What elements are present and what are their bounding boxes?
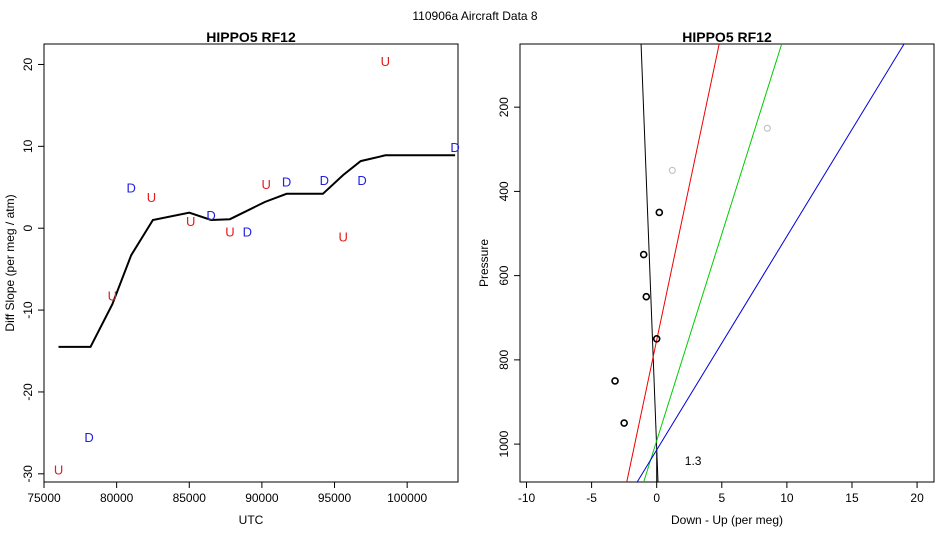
- right-black-point: [655, 208, 664, 217]
- left-y-tick-label: -30: [21, 465, 35, 483]
- left-point-down: D: [320, 173, 329, 188]
- left-y-tick-label: -10: [21, 301, 35, 319]
- left-point-down: D: [282, 175, 291, 190]
- left-x-tick-label: 95000: [318, 491, 352, 505]
- left-point-down: D: [243, 224, 252, 239]
- left-y-tick-label: 10: [21, 139, 35, 153]
- right-plot-area: [611, 44, 905, 482]
- left-point-up: U: [186, 214, 195, 229]
- right-black-point: [642, 292, 651, 301]
- right-green-fit-line: [643, 44, 783, 482]
- right-gray-point: [763, 124, 771, 132]
- left-point-up: U: [54, 463, 63, 478]
- left-y-tick-label: 20: [21, 57, 35, 71]
- right-y-tick-label: 1000: [497, 430, 511, 457]
- right-x-tick-label: 15: [845, 491, 859, 505]
- right-gray-point: [668, 166, 676, 174]
- left-series-line: [58, 154, 456, 348]
- left-y-ticks: -30 -20 -10 0 10 20: [21, 57, 44, 482]
- left-point-up: U: [381, 54, 390, 69]
- right-x-tick-label: -10: [518, 491, 536, 505]
- left-point-up: U: [262, 177, 271, 192]
- right-lines-group: [626, 44, 905, 482]
- right-x-axis-label: Down - Up (per meg): [671, 513, 783, 527]
- right-blue-fit-line: [636, 44, 905, 482]
- right-points-group: [611, 124, 771, 427]
- left-point-up: U: [339, 229, 348, 244]
- left-point-up: U: [147, 190, 156, 205]
- left-point-down: D: [126, 180, 135, 195]
- left-point-up: U: [225, 224, 234, 239]
- right-red-fit-line: [626, 44, 720, 482]
- right-x-tick-label: -5: [586, 491, 597, 505]
- right-black-point: [652, 335, 661, 343]
- figure-suptitle: 110906a Aircraft Data 8: [412, 9, 538, 23]
- right-plot-frame: [519, 43, 935, 483]
- left-y-tick-label: -20: [21, 383, 35, 401]
- right-y-axis-label: Pressure: [477, 239, 491, 287]
- left-x-axis-label: UTC: [239, 513, 264, 527]
- left-x-tick-label: 85000: [173, 491, 207, 505]
- left-line-group: [58, 154, 456, 348]
- right-black-point: [620, 419, 628, 427]
- right-annotation: 1.3: [685, 454, 702, 468]
- right-y-ticks: 200 400 600 800 1000: [497, 97, 520, 457]
- right-panel-title: HIPPO5 RF12: [682, 29, 772, 45]
- left-point-down: D: [450, 140, 459, 155]
- right-black-point: [639, 250, 648, 259]
- left-x-ticks: 75000 80000 85000 90000 95000 100000: [27, 482, 428, 505]
- left-x-tick-label: 80000: [100, 491, 134, 505]
- right-y-tick-label: 400: [497, 181, 511, 201]
- right-panel: HIPPO5 RF12 Down - Up (per meg) Pressure…: [477, 29, 935, 527]
- right-x-tick-label: 5: [718, 491, 725, 505]
- left-point-down: D: [84, 430, 93, 445]
- right-y-tick-label: 600: [497, 265, 511, 285]
- left-point-down: D: [206, 208, 215, 223]
- left-panel-title: HIPPO5 RF12: [206, 29, 296, 45]
- right-x-ticks: -10 -5 0 5 10 15 20: [518, 482, 924, 505]
- left-x-tick-label: 75000: [27, 491, 61, 505]
- right-x-tick-label: 0: [653, 491, 660, 505]
- right-black-point: [611, 377, 619, 385]
- left-point-up: U: [108, 288, 117, 303]
- left-point-down: D: [357, 173, 366, 188]
- left-y-tick-label: 0: [21, 225, 35, 232]
- right-y-tick-label: 800: [497, 350, 511, 370]
- right-x-tick-label: 20: [910, 491, 924, 505]
- right-x-tick-label: 10: [780, 491, 794, 505]
- right-black-fit-line: [640, 44, 659, 482]
- right-y-tick-label: 200: [497, 97, 511, 117]
- left-x-tick-label: 100000: [387, 491, 427, 505]
- left-plot-frame: [43, 43, 459, 483]
- left-panel: HIPPO5 RF12 UTC Diff Slope (per meg / at…: [3, 29, 460, 527]
- left-x-tick-label: 90000: [245, 491, 279, 505]
- left-y-axis-label: Diff Slope (per meg / atm): [3, 194, 17, 331]
